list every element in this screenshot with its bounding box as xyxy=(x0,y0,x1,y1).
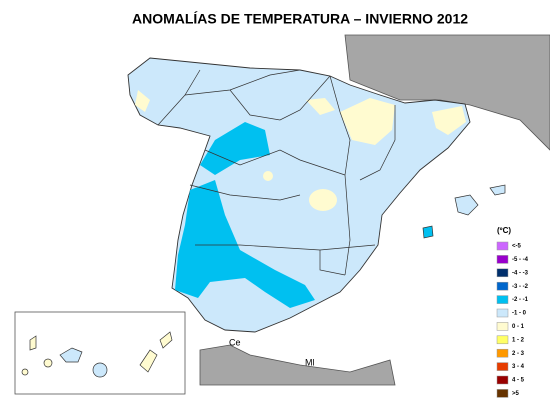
warm-area xyxy=(263,171,273,181)
legend-swatch xyxy=(496,281,509,291)
legend-label: -4 - -3 xyxy=(512,270,529,276)
legend-swatch xyxy=(496,348,509,358)
legend-swatch xyxy=(496,308,509,318)
legend-label: <-5 xyxy=(512,244,522,250)
inset xyxy=(14,311,186,395)
canary-islands xyxy=(21,331,173,378)
legend-unit: (ºC) xyxy=(497,226,511,235)
legend: <-5 -5 - -4 -4 - -3 -3 - -2 -2 - -1 -1 - 0 0 -… xyxy=(496,241,529,398)
legend-swatch xyxy=(496,241,509,251)
cold-area xyxy=(200,122,270,175)
legend-swatch xyxy=(496,335,509,345)
warm-area xyxy=(309,189,337,211)
legend-label: 4 - 5 xyxy=(512,378,525,384)
island xyxy=(422,225,434,239)
warm-area xyxy=(340,98,395,145)
place-label: Ml xyxy=(305,357,315,367)
legend-label: 2 - 3 xyxy=(512,351,525,357)
africa xyxy=(199,344,396,386)
warm-area xyxy=(432,106,466,135)
legend-swatch xyxy=(496,389,509,398)
legend-label: 1 - 2 xyxy=(512,337,525,343)
legend-swatch xyxy=(496,268,509,278)
legend-label: 3 - 4 xyxy=(512,364,525,370)
legend-swatch xyxy=(496,362,509,371)
legend-label: -3 - -2 xyxy=(512,284,529,290)
legend-label: >5 xyxy=(512,391,520,397)
legend-swatch xyxy=(496,295,509,304)
legend-label: -2 - -1 xyxy=(512,297,529,303)
legend-swatch xyxy=(496,375,509,385)
cold-area xyxy=(175,180,315,308)
title: ANOMALÍAS DE TEMPERATURA – INVIERNO 2012 xyxy=(132,11,468,27)
legend-label: 0 - 1 xyxy=(512,324,525,330)
borders xyxy=(157,69,396,276)
warm-area xyxy=(306,98,335,115)
island xyxy=(454,194,479,216)
warm-area xyxy=(135,90,150,112)
legend-label: -1 - 0 xyxy=(512,311,527,317)
legend-swatch xyxy=(496,322,509,331)
place-label: Ce xyxy=(229,337,241,347)
legend-label: -5 - -4 xyxy=(512,257,529,263)
legend-swatch xyxy=(496,255,509,264)
island xyxy=(489,184,506,196)
